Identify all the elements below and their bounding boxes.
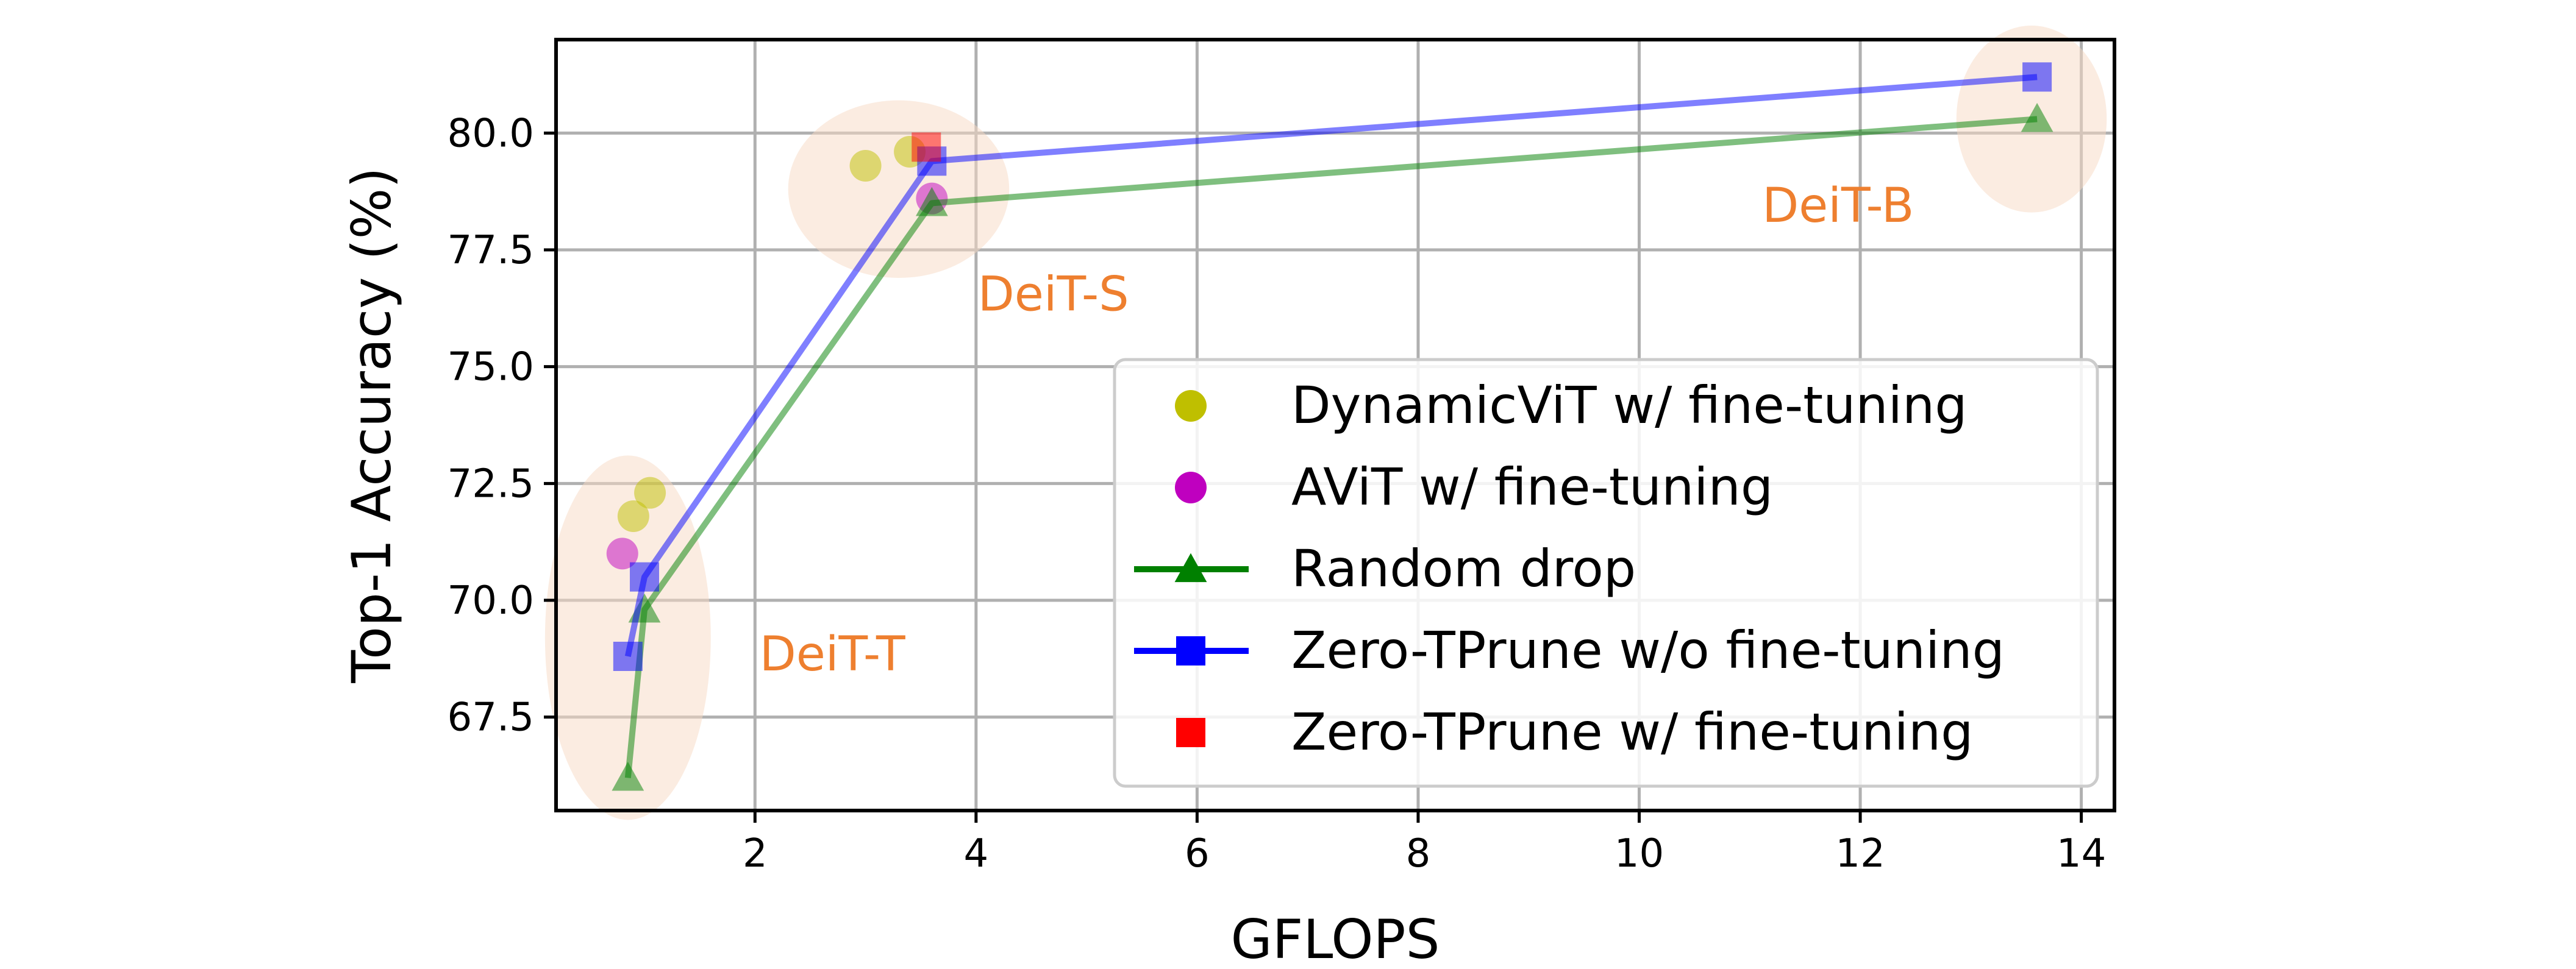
y-axis-label: Top-1 Accuracy (%) bbox=[340, 167, 403, 683]
legend-swatch-marker bbox=[1176, 718, 1205, 747]
series-4 bbox=[912, 132, 941, 162]
group-highlight-deit-t bbox=[544, 455, 711, 820]
series-layer bbox=[606, 62, 2053, 791]
axis-ticks: 2 4 6 8 10 12 14 67.5 70.0 72.5 75.0 77.5 80.0 bbox=[448, 111, 2107, 876]
data-point bbox=[617, 500, 649, 532]
legend-swatch-marker bbox=[1175, 390, 1207, 422]
y-tick-label: 70.0 bbox=[448, 578, 535, 623]
x-tick-label: 8 bbox=[1406, 831, 1431, 876]
data-point bbox=[606, 538, 638, 570]
data-point bbox=[849, 150, 882, 182]
data-point bbox=[2022, 62, 2052, 92]
plot-frame bbox=[554, 38, 2116, 812]
legend: DynamicViT w/ fine-tuning AViT w/ fine-tu… bbox=[1113, 358, 2099, 788]
data-point bbox=[2021, 102, 2053, 132]
x-tick-label: 2 bbox=[743, 831, 768, 876]
legend-label: DynamicViT w/ fine-tuning bbox=[1291, 375, 1968, 435]
legend-label: Zero-TPrune w/ fine-tuning bbox=[1291, 702, 1974, 762]
x-axis-label: GFLOPS bbox=[1231, 908, 1440, 969]
data-point bbox=[634, 477, 666, 509]
legend-swatch-marker bbox=[1176, 636, 1205, 666]
data-point bbox=[612, 761, 644, 791]
legend-label: Random drop bbox=[1291, 539, 1636, 598]
group-label-deit-t: DeiT-T bbox=[760, 627, 905, 682]
series-line bbox=[624, 116, 2038, 778]
legend-label: AViT w/ fine-tuning bbox=[1291, 457, 1773, 517]
group-label-deit-s: DeiT-S bbox=[978, 268, 1129, 322]
series-line bbox=[624, 74, 2038, 658]
legend-swatch-marker bbox=[1174, 553, 1207, 583]
legend-swatch-marker bbox=[1175, 472, 1207, 503]
y-tick-label: 77.5 bbox=[448, 228, 535, 273]
x-tick-label: 4 bbox=[963, 831, 988, 876]
y-tick-label: 67.5 bbox=[448, 695, 535, 740]
data-point bbox=[915, 186, 948, 216]
y-tick-label: 80.0 bbox=[448, 111, 535, 156]
x-tick-label: 12 bbox=[1835, 831, 1885, 876]
x-tick-label: 10 bbox=[1614, 831, 1664, 876]
data-point bbox=[912, 132, 941, 162]
y-tick-label: 72.5 bbox=[448, 461, 535, 506]
y-tick-label: 75.0 bbox=[448, 345, 535, 390]
data-point bbox=[613, 642, 643, 671]
legend-label: Zero-TPrune w/o fine-tuning bbox=[1291, 620, 2005, 680]
legend-box bbox=[1113, 358, 2099, 788]
data-point bbox=[630, 562, 660, 592]
x-tick-label: 14 bbox=[2057, 831, 2106, 876]
group-label-deit-b: DeiT-B bbox=[1762, 179, 1914, 233]
model-group-highlights: DeiT-T DeiT-S DeiT-B bbox=[544, 26, 2107, 820]
group-highlight-deit-s bbox=[788, 100, 1010, 278]
x-tick-label: 6 bbox=[1185, 831, 1210, 876]
